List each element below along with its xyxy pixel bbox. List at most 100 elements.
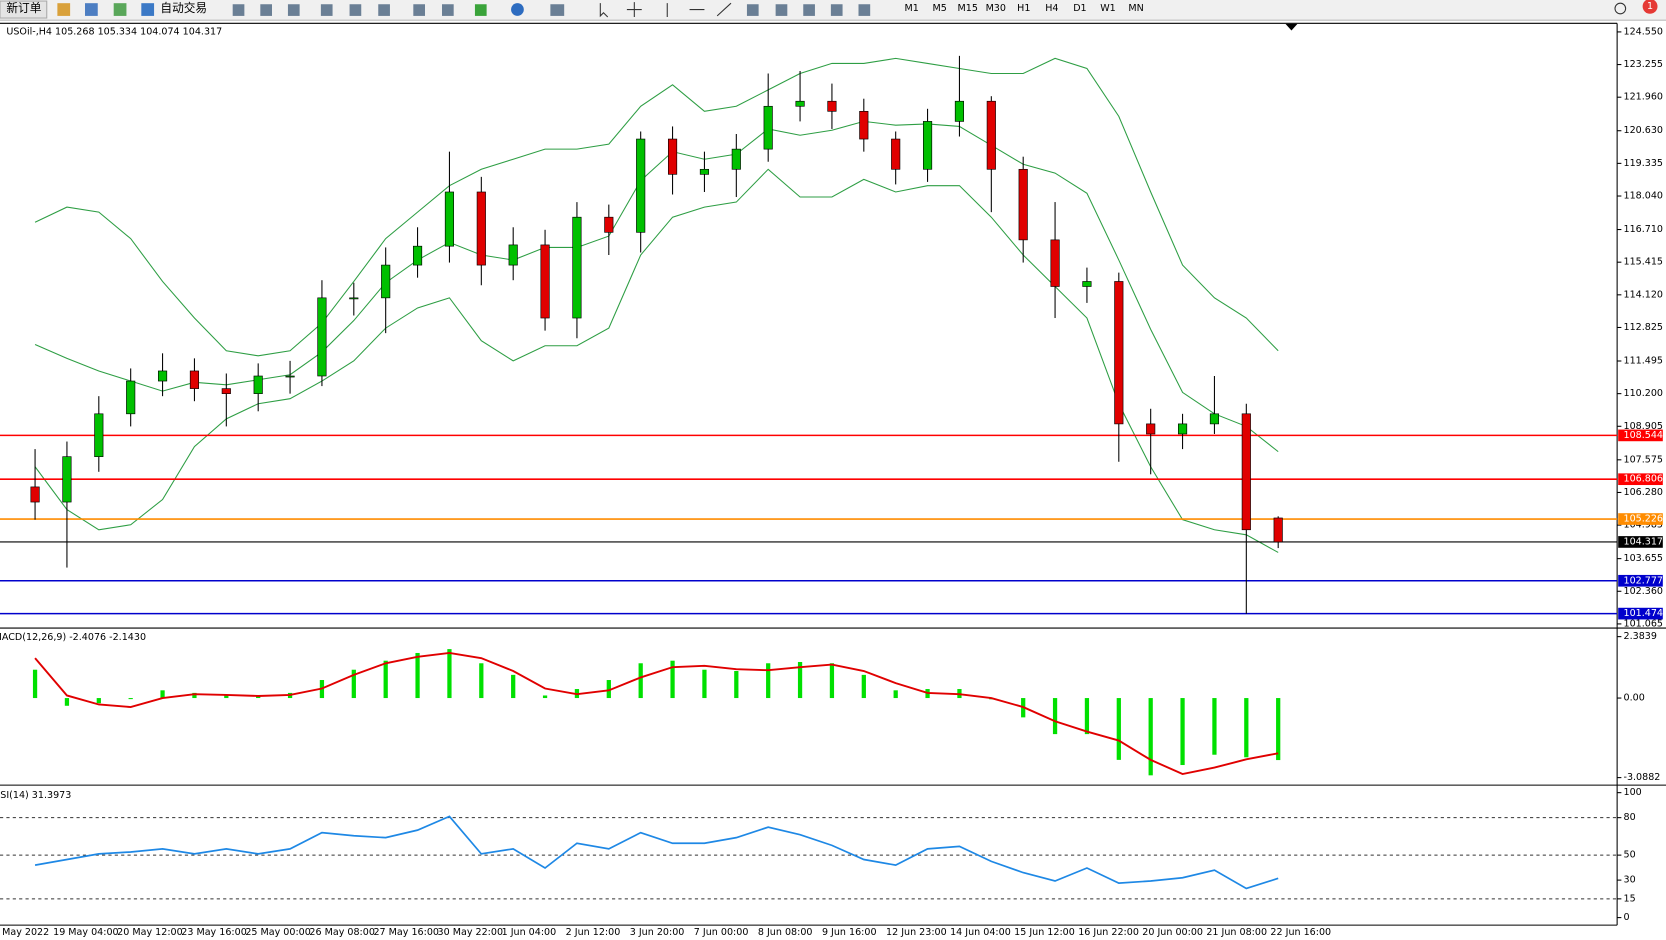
candle-body [986,100,996,170]
candle-body [1241,413,1251,531]
x-tick-label: 20 May 12:00 [117,927,183,938]
timeframe-button[interactable]: D1 [1073,3,1086,14]
candle-body [731,148,741,170]
indicator-title: MACD(12,26,9) -2.4076 -2.1430 [0,632,146,643]
icon[interactable] [260,4,272,16]
y-tick-label: 30 [1623,875,1635,886]
x-tick-label: 19 May 04:00 [53,927,119,938]
timeframe-button[interactable]: M15 [958,3,978,14]
y-tick-label: 114.120 [1623,289,1663,300]
candle-body [1209,413,1220,425]
candle-body [381,264,391,299]
candle-body [412,245,423,266]
macd-histogram-bar [638,663,643,699]
icon[interactable] [349,4,362,16]
macd-histogram-bar [192,692,197,699]
y-tick-label: 121.960 [1623,92,1663,103]
candle-body [572,216,582,319]
icon[interactable] [320,4,333,16]
indicator-title: RSI(14) 31.3973 [0,790,71,801]
x-tick-label: 12 Jun 23:00 [886,927,947,938]
icon[interactable] [287,4,300,16]
tool-icons [232,2,1627,18]
icon[interactable] [378,4,390,16]
icon[interactable] [474,4,487,16]
y-tick-label: 0 [1623,912,1629,923]
icon[interactable] [803,4,815,16]
x-tick-label: 9 Jun 16:00 [822,927,877,938]
timeframe-button[interactable]: M1 [904,3,918,14]
macd-histogram-bar [606,680,611,699]
timeframe-button[interactable]: H1 [1017,3,1030,14]
x-tick-label: 14 Jun 04:00 [950,927,1011,938]
icon[interactable] [858,4,871,16]
icon[interactable] [413,4,425,16]
icon[interactable] [85,3,98,16]
macd-signal-line [34,652,1279,776]
y-tick-label: 118.040 [1623,191,1663,202]
macd-histogram-bar [861,674,866,699]
y-tick-label: 102.360 [1623,586,1663,597]
x-tick-label: 1 Jun 04:00 [502,927,557,938]
new-order-button[interactable] [0,0,48,19]
toolbar: 新订单 自动交易 1 M1 M5 [0,0,1666,21]
timeframe-button[interactable]: H4 [1045,3,1058,14]
icon[interactable] [550,4,565,16]
icon[interactable] [511,3,524,16]
macd-panel: 2.3839 0.00 -3.0882 MACD(12,26,9) -2.4076 -… [0,631,1660,783]
timeframe-button[interactable]: M30 [986,3,1006,14]
macd-histogram-bar [670,660,675,699]
notification-badge[interactable] [1642,0,1658,14]
icon[interactable] [746,4,759,16]
macd-histogram-bar [479,663,484,699]
icon[interactable] [232,4,245,16]
candle-body [476,191,486,266]
icon[interactable] [113,3,127,16]
macd-histogram-bar [511,674,516,699]
price-level-tag [1618,429,1663,442]
timeframe-button[interactable]: MN [1128,3,1143,14]
search-icon[interactable] [1614,2,1627,15]
icon[interactable] [599,3,609,18]
macd-histogram-bar [1276,698,1281,761]
y-tick-label: 15 [1623,893,1635,904]
macd-histogram-bar [160,690,165,699]
macd-histogram-bar [734,671,739,699]
icon[interactable] [830,4,843,16]
x-tick-label: 3 Jun 20:00 [630,927,685,938]
icon[interactable] [442,4,454,16]
y-tick-label: 107.575 [1623,454,1663,465]
icon[interactable] [626,2,642,17]
x-tick-label: May 2022 [2,927,49,938]
y-tick-label: 112.825 [1623,322,1663,333]
candle-body [1146,423,1156,435]
candle-body [667,138,678,175]
candle-body [922,121,933,170]
y-tick-label: 116.710 [1623,224,1663,235]
macd-histogram-bar [32,669,38,699]
y-tick-label: 123.255 [1623,59,1663,70]
candle-body [30,486,40,503]
icon[interactable] [666,2,732,17]
price-level-tag [1618,574,1663,587]
candle-body [1273,517,1283,543]
auto-trading-icon[interactable] [141,3,155,16]
auto-trading-label[interactable]: 自动交易 [160,1,207,15]
macd-histogram-bar [797,661,803,699]
macd-histogram-bar [96,698,101,704]
candle-body [126,380,136,415]
candle-body [954,100,965,122]
timeframe-button[interactable]: W1 [1100,3,1116,14]
icon[interactable] [775,4,788,16]
candle-body [859,110,869,140]
rsi-line [34,815,1279,890]
bollinger-lower [34,168,1279,553]
timeframe-button[interactable]: M5 [933,3,947,14]
y-tick-label: 108.905 [1623,421,1663,432]
candle-body [1177,423,1188,435]
icon[interactable] [57,3,71,16]
price-level-label: 106.806 [1623,474,1663,485]
